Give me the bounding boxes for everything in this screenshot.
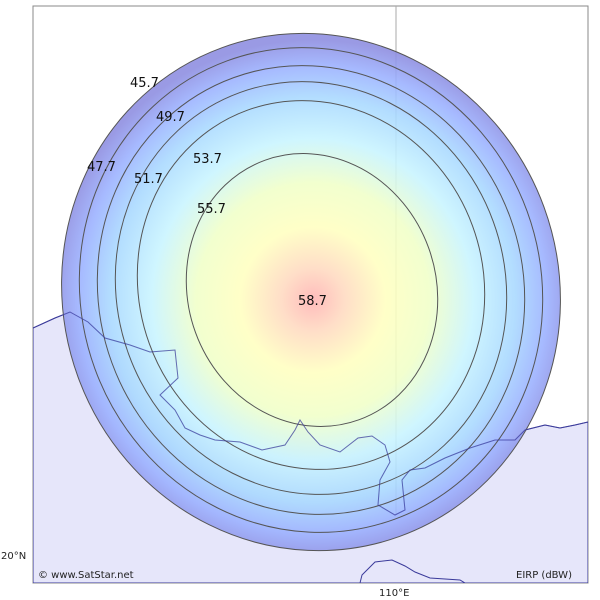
contour-label-53-7: 53.7 (193, 152, 222, 167)
latitude-label: 20°N (1, 551, 26, 562)
legend-unit-label: EIRP (dBW) (516, 570, 572, 581)
peak-value-label: 58.7 (298, 294, 327, 309)
contour-label-49-7: 49.7 (156, 110, 185, 125)
contour-47-7 (96, 65, 526, 515)
island-landmass (359, 559, 466, 583)
longitude-label: 110°E (379, 588, 409, 599)
contour-49-7 (114, 81, 508, 495)
contour-label-47-7: 47.7 (87, 160, 116, 175)
contour-label-51-7: 51.7 (134, 172, 163, 187)
contour-label-45-7: 45.7 (130, 76, 159, 91)
contour-55-7 (185, 153, 439, 427)
contour-label-55-7: 55.7 (197, 202, 226, 217)
copyright-label: © www.SatStar.net (38, 570, 134, 581)
coastline (32, 311, 589, 516)
contour-45-7 (78, 47, 544, 533)
contour-51-7 (136, 100, 486, 470)
